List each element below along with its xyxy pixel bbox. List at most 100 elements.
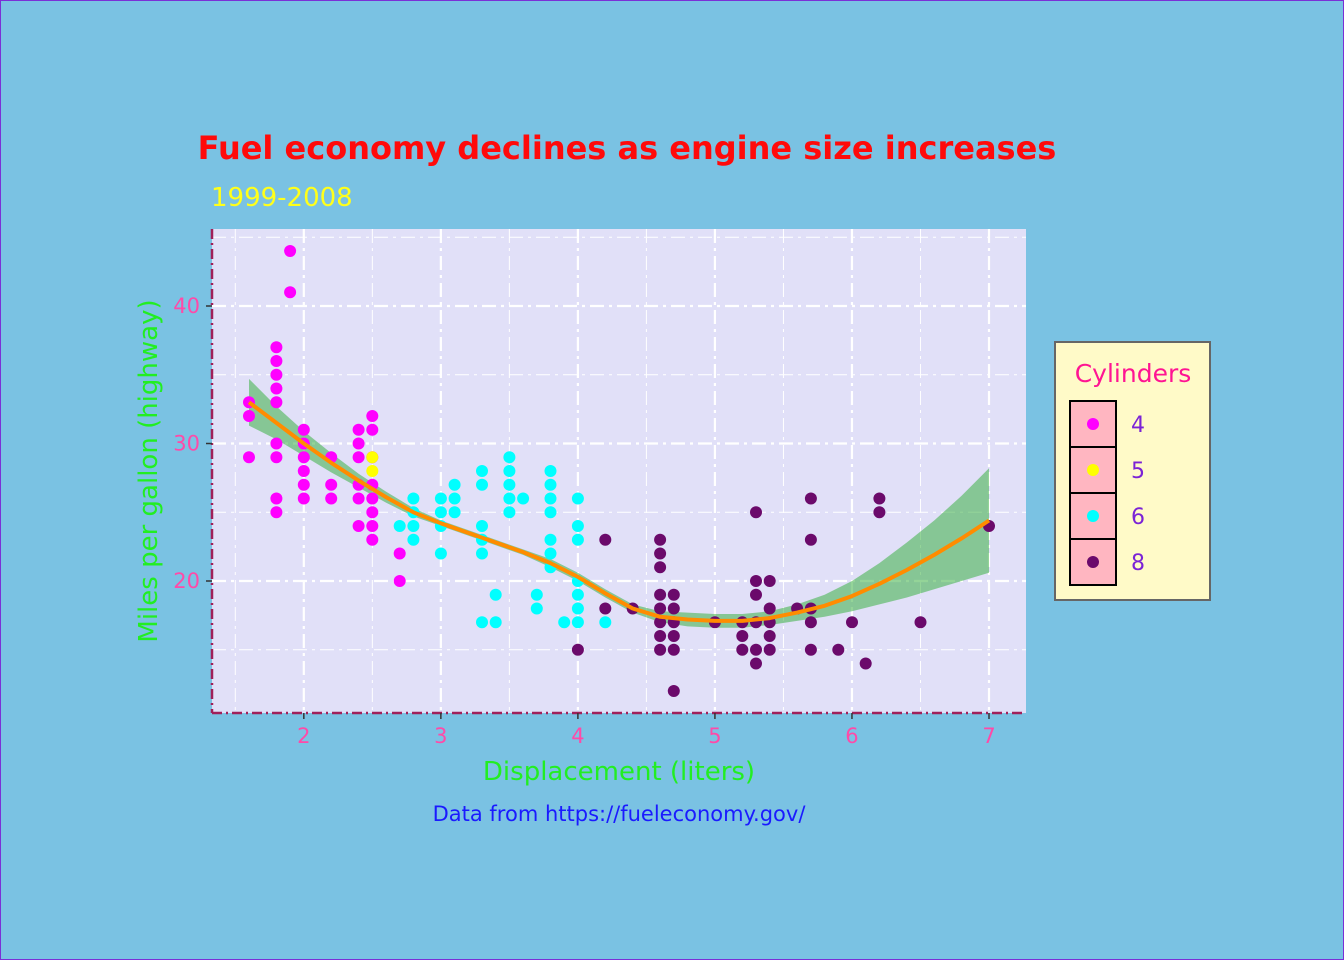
data-point-cyl-4: [352, 492, 365, 505]
data-point-cyl-6: [544, 547, 557, 560]
data-point-cyl-4: [270, 368, 283, 381]
data-point-cyl-8: [654, 616, 667, 629]
data-point-cyl-6: [434, 492, 447, 505]
data-point-cyl-4: [270, 382, 283, 395]
data-point-cyl-6: [571, 602, 584, 615]
data-point-cyl-4: [270, 437, 283, 450]
data-point-cyl-6: [530, 588, 543, 601]
legend-items: 4 5 6 8: [1069, 400, 1145, 586]
data-point-cyl-8: [654, 547, 667, 560]
data-point-cyl-4: [243, 451, 255, 464]
data-point-cyl-4: [366, 520, 379, 532]
data-point-cyl-6: [544, 506, 557, 519]
x-tick-label: 3: [434, 724, 447, 748]
data-point-cyl-6: [558, 616, 571, 629]
data-point-cyl-4: [270, 355, 283, 367]
data-point-cyl-4: [366, 410, 379, 422]
data-point-cyl-8: [750, 588, 762, 601]
data-point-cyl-4: [352, 520, 365, 532]
data-point-cyl-6: [503, 492, 516, 505]
chart-title: Fuel economy declines as engine size inc…: [198, 129, 1057, 167]
legend-swatch-5: [1087, 464, 1099, 476]
data-point-cyl-8: [750, 643, 762, 656]
data-point-cyl-4: [366, 492, 379, 505]
data-point-cyl-8: [667, 602, 680, 615]
data-point-cyl-8: [914, 616, 927, 629]
legend-swatch-4: [1087, 418, 1099, 430]
y-tick-label: 40: [173, 294, 200, 318]
data-point-cyl-8: [750, 575, 762, 587]
data-point-cyl-8: [859, 657, 872, 670]
legend-label-4: 4: [1131, 413, 1145, 438]
data-point-cyl-6: [448, 478, 461, 491]
data-point-cyl-8: [832, 643, 845, 656]
legend-label-8: 8: [1131, 551, 1145, 576]
y-axis-label: Miles per gallon (highway): [134, 299, 164, 642]
data-point-cyl-4: [352, 451, 365, 464]
data-point-cyl-6: [571, 492, 584, 505]
data-point-cyl-8: [763, 602, 776, 615]
data-point-cyl-8: [804, 616, 817, 629]
legend-label-6: 6: [1131, 505, 1145, 530]
data-point-cyl-6: [544, 465, 557, 477]
legend-title: Cylinders: [1075, 359, 1192, 388]
data-point-cyl-4: [270, 451, 283, 464]
x-tick-label: 4: [571, 724, 584, 748]
smooth-line-layer: [247, 400, 991, 623]
y-tick-label: 20: [173, 569, 200, 593]
data-point-cyl-6: [503, 506, 516, 519]
data-point-cyl-5: [366, 451, 379, 464]
data-point-cyl-8: [654, 630, 667, 642]
data-point-cyl-6: [544, 478, 557, 491]
data-point-cyl-4: [352, 437, 365, 450]
data-point-cyl-6: [476, 547, 488, 560]
data-point-cyl-6: [544, 492, 557, 505]
data-point-cyl-6: [489, 616, 502, 629]
data-point-cyl-8: [804, 643, 817, 656]
data-point-cyl-8: [736, 643, 749, 656]
data-point-cyl-6: [476, 616, 488, 629]
data-point-cyl-4: [325, 492, 338, 505]
y-tick-label: 30: [173, 432, 200, 456]
x-tick-label: 2: [297, 724, 310, 748]
data-point-cyl-8: [654, 602, 667, 615]
data-point-cyl-4: [366, 506, 379, 519]
data-point-cyl-8: [846, 616, 858, 629]
data-point-cyl-4: [297, 478, 310, 491]
data-point-cyl-6: [434, 547, 447, 560]
data-point-cyl-8: [667, 630, 680, 642]
data-point-cyl-4: [243, 410, 255, 422]
data-point-cyl-6: [407, 520, 420, 532]
data-point-cyl-4: [270, 492, 283, 505]
data-point-cyl-8: [750, 657, 762, 670]
grid-lines: [212, 229, 1026, 713]
legend-label-5: 5: [1131, 459, 1145, 484]
data-point-cyl-6: [571, 616, 584, 629]
data-point-cyl-8: [873, 506, 886, 519]
data-point-cyl-4: [284, 245, 297, 257]
data-point-cyl-8: [804, 533, 817, 546]
data-point-cyl-4: [325, 478, 338, 491]
data-point-cyl-8: [654, 643, 667, 656]
data-point-cyl-4: [270, 506, 283, 519]
data-point-cyl-6: [476, 520, 488, 532]
data-point-cyl-4: [297, 465, 310, 477]
data-point-cyl-8: [667, 588, 680, 601]
data-point-cyl-8: [654, 533, 667, 546]
data-point-cyl-8: [654, 561, 667, 574]
data-point-cyl-6: [476, 465, 488, 477]
data-point-cyl-6: [571, 533, 584, 546]
data-point-cyl-6: [448, 506, 461, 519]
data-point-cyl-8: [763, 643, 776, 656]
x-tick-label: 6: [845, 724, 858, 748]
x-tick-label: 7: [982, 724, 995, 748]
data-point-cyl-6: [503, 478, 516, 491]
x-tick-label: 5: [708, 724, 721, 748]
data-point-cyl-8: [667, 643, 680, 656]
data-point-cyl-6: [571, 588, 584, 601]
data-point-cyl-6: [407, 533, 420, 546]
data-point-cyl-6: [448, 492, 461, 505]
data-point-cyl-8: [654, 588, 667, 601]
data-point-cyl-6: [407, 492, 420, 505]
data-point-cyl-6: [393, 520, 406, 532]
